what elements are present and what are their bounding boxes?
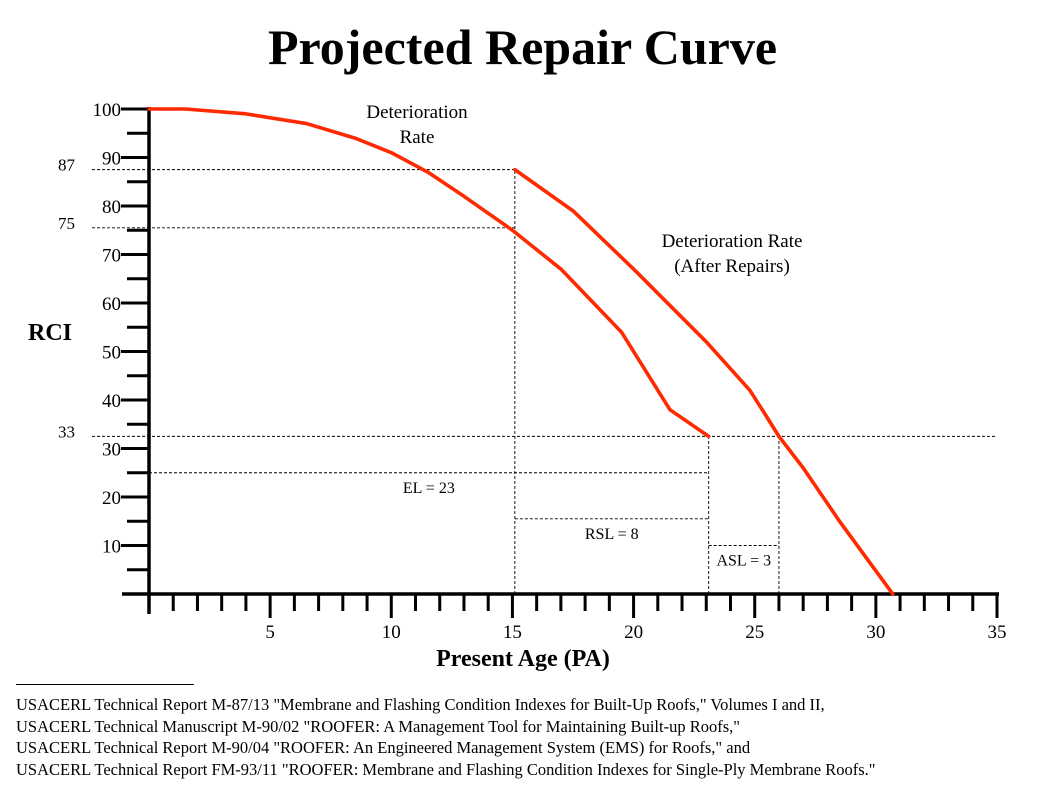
span-label: EL = 23	[403, 480, 455, 497]
y-tick-label: 80	[102, 197, 121, 218]
after-repairs-curve	[513, 167, 895, 596]
x-tick-label: 20	[624, 622, 643, 643]
y-tick-label: 60	[102, 294, 121, 315]
x-tick-label: 30	[866, 622, 885, 643]
axes	[121, 107, 999, 618]
x-axis-label: Present Age (PA)	[436, 646, 610, 672]
references: USACERL Technical Report M-87/13 "Membra…	[16, 694, 876, 780]
x-tick-label: 35	[988, 622, 1007, 643]
chart-title: Projected Repair Curve	[267, 19, 778, 75]
y-tick-label: 70	[102, 246, 121, 267]
y-tick-label: 90	[102, 149, 121, 170]
span-label: ASL = 3	[716, 553, 771, 570]
x-tick-label: 15	[503, 622, 522, 643]
x-tick-label: 10	[382, 622, 401, 643]
reference-line: USACERL Technical Report M-90/04 "ROOFER…	[16, 738, 751, 757]
y-tick-label: 40	[102, 391, 121, 412]
reference-line: USACERL Technical Report FM-93/11 "ROOFE…	[16, 759, 876, 779]
footnote-rule	[16, 684, 194, 685]
y-tick-label: 10	[102, 537, 121, 558]
series-label: Deterioration Rate	[662, 231, 803, 252]
y-marked-value: 33	[58, 422, 75, 441]
y-axis-label: RCI	[28, 320, 72, 346]
x-tick-label: 25	[745, 622, 764, 643]
y-marked-value: 75	[58, 214, 75, 233]
chart-labels: EL = 23 RSL = 8 ASL = 3 5 10 15 20 25 30 35 10 20 30…	[28, 100, 1007, 672]
series-label: Deterioration	[366, 102, 468, 123]
y-tick-label: 20	[102, 488, 121, 509]
y-tick-label: 100	[93, 100, 122, 121]
y-marked-value: 87	[58, 156, 76, 175]
y-tick-label: 30	[102, 440, 121, 461]
series-label: Rate	[400, 127, 435, 148]
series-label: (After Repairs)	[674, 256, 790, 277]
series-lines	[147, 107, 895, 596]
span-label: RSL = 8	[585, 526, 639, 543]
reference-line: USACERL Technical Report M-87/13 "Membra…	[16, 695, 825, 714]
x-tick-label: 5	[265, 622, 275, 643]
y-tick-label: 50	[102, 343, 121, 364]
deterioration-curve	[147, 107, 711, 439]
repair-curve-chart: EL = 23 RSL = 8 ASL = 3 5 10 15 20 25 30 35 10 20 30…	[28, 100, 1007, 672]
reference-lines	[92, 169, 997, 594]
reference-line: USACERL Technical Manuscript M-90/02 "RO…	[16, 716, 740, 736]
